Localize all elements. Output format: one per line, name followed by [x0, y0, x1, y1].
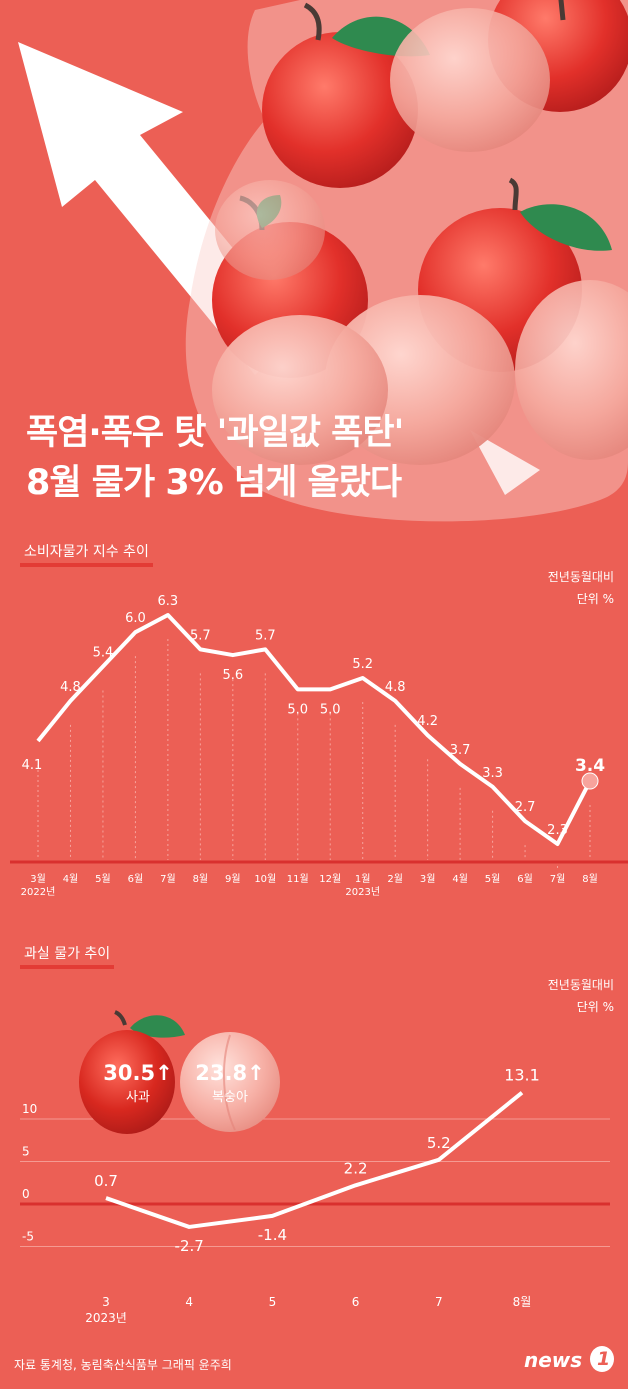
logo-badge: [590, 1346, 614, 1372]
cpi-data-label: 3.3: [482, 766, 503, 781]
cpi-data-label: 4.8: [60, 680, 81, 695]
fruit-data-label: -2.7: [175, 1237, 204, 1255]
cpi-tick-label: 4월: [63, 873, 79, 885]
cpi-tick-label: 6월: [517, 873, 533, 885]
fruit-y-tick-label: 10: [22, 1102, 37, 1116]
cpi-data-label: 4.8: [385, 680, 406, 695]
cpi-data-label: 4.2: [417, 714, 438, 729]
cpi-tick-label: 11월: [287, 873, 309, 885]
cpi-data-label: 6.3: [158, 594, 179, 609]
fruit-data-label: 5.2: [427, 1134, 451, 1152]
cpi-tick-label: 8월: [193, 873, 209, 885]
fruit-tick-label: 4: [185, 1295, 193, 1309]
peach-value: 23.8: [195, 1061, 248, 1085]
fruit-section-title: 과실 물가 추이: [20, 943, 115, 969]
cpi-highlight-point: [581, 772, 599, 790]
cpi-data-label: 6.0: [125, 611, 146, 626]
fruit-y-tick-label: -5: [22, 1230, 34, 1244]
fruit-unit-line-2: 단위 %: [576, 1000, 614, 1014]
cpi-tick-label: 1월: [355, 873, 371, 885]
cpi-year-label: 2022년: [21, 886, 56, 898]
fruit-year-label: 2023년: [85, 1311, 127, 1325]
cpi-data-label: 3.7: [450, 743, 471, 758]
cpi-section-title: 소비자물가 지수 추이: [20, 541, 153, 567]
fruit-line-chart: 10 5 0 -5 0.7 -2.7 -1.4 2.2 5.2 13.1 3 4 5 6 7 8월 2023년: [20, 1066, 610, 1325]
peach-icon: [180, 1032, 280, 1132]
fruit-unit-line-1: 전년동월대비: [547, 978, 614, 992]
apple-callout: 30.5↑ 사과: [93, 1060, 183, 1105]
cpi-tick-label: 4월: [452, 873, 468, 885]
cpi-tick-label: 8월: [582, 873, 598, 885]
cpi-tick-label: 7월: [550, 873, 566, 885]
cpi-series-line: [36, 613, 592, 846]
cpi-data-label: 5.2: [352, 657, 373, 672]
peach-cluster: [212, 8, 628, 465]
fruit-series-line: [105, 1091, 524, 1229]
cpi-unit-line-1: 전년동월대비: [547, 570, 614, 584]
hero-illustration: [18, 0, 628, 522]
peach-callout: 23.8↑ 복숭아: [185, 1060, 275, 1105]
fruit-data-label: 0.7: [94, 1172, 118, 1190]
cpi-data-label: 3.4: [575, 756, 605, 776]
cpi-data-label: 5.0: [320, 702, 341, 717]
cpi-data-label: 2.7: [515, 800, 536, 815]
apple-up-arrow-icon: ↑: [155, 1061, 173, 1085]
news1-logo: news 1: [524, 1344, 616, 1378]
cpi-data-label: 5.7: [190, 628, 211, 643]
fruit-tick-label: 6: [352, 1295, 360, 1309]
cpi-unit-note: 전년동월대비 단위 %: [548, 566, 614, 610]
fruit-tick-label: 5: [269, 1295, 277, 1309]
logo-number: 1: [597, 1348, 611, 1370]
cpi-line-chart: 4.1 4.8 5.4 6.0 6.3 5.7 5.6 5.7 5.0 5.0 5.2 4.8 4.2 3…: [10, 594, 628, 898]
fruit-y-tick-label: 0: [22, 1187, 30, 1201]
cpi-tick-label: 7월: [160, 873, 176, 885]
headline-line-2: 8월 물가 3% 넘게 올랐다: [26, 463, 402, 503]
cpi-tick-label: 5월: [95, 873, 111, 885]
cpi-tick-label: 2월: [387, 873, 403, 885]
fruit-tick-label: 7: [435, 1295, 443, 1309]
fruit-tick-label: 3: [102, 1295, 110, 1309]
apple-value: 30.5: [103, 1061, 156, 1085]
cpi-data-label: 4.1: [22, 758, 43, 773]
cpi-tick-label: 12월: [319, 873, 341, 885]
fruit-data-label: -1.4: [258, 1226, 287, 1244]
logo-text: news: [524, 1348, 583, 1372]
apple-name: 사과: [126, 1090, 150, 1105]
fruit-tick-label: 8월: [513, 1295, 532, 1309]
cpi-data-label: 5.7: [255, 628, 276, 643]
cpi-tick-label: 5월: [485, 873, 501, 885]
cpi-data-label: 5.6: [222, 668, 243, 683]
headline-line-1: 폭염·폭우 탓 '과일값 폭탄': [26, 413, 404, 453]
source-credit: 자료 통계청, 농림축산식품부 그래픽 윤주희: [14, 1358, 232, 1372]
peach-up-arrow-icon: ↑: [247, 1061, 265, 1085]
cpi-data-label: 2.3: [547, 823, 568, 838]
cpi-data-label: 5.0: [287, 702, 308, 717]
cpi-year-label: 2023년: [345, 886, 380, 898]
fruit-data-label: 2.2: [344, 1159, 368, 1177]
fruit-y-tick-label: 5: [22, 1145, 30, 1159]
cpi-tick-label: 3월: [420, 873, 436, 885]
cpi-tick-label: 9월: [225, 873, 241, 885]
fruit-unit-note: 전년동월대비 단위 %: [548, 974, 614, 1018]
headline: 폭염·폭우 탓 '과일값 폭탄' 8월 물가 3% 넘게 올랐다: [26, 408, 404, 508]
cpi-tick-label: 3월: [30, 873, 46, 885]
cpi-tick-label: 6월: [128, 873, 144, 885]
fruit-callouts: [79, 1010, 280, 1134]
cpi-unit-line-2: 단위 %: [576, 592, 614, 606]
peach-name: 복숭아: [212, 1090, 248, 1105]
fruit-data-label: 13.1: [504, 1066, 540, 1085]
apple-icon: [79, 1010, 185, 1134]
cpi-data-label: 5.4: [93, 646, 114, 661]
cpi-tick-label: 10월: [254, 873, 276, 885]
